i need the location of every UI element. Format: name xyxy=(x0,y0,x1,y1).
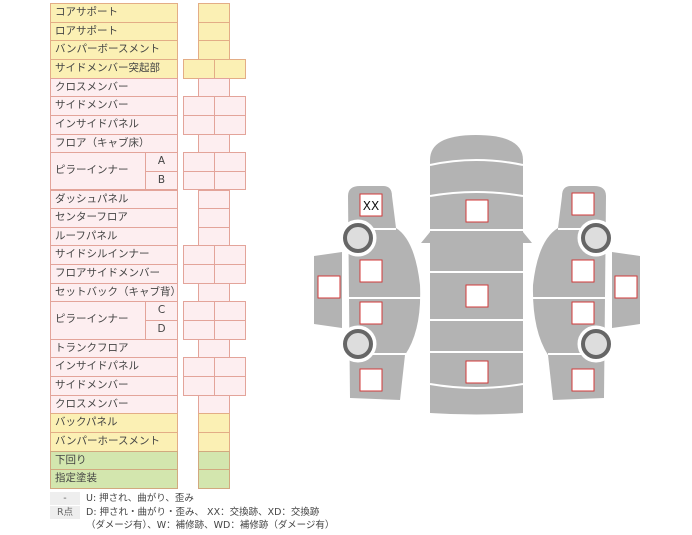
damage-mark-box[interactable] xyxy=(465,360,489,384)
part-label: バンパーボースメント xyxy=(50,40,178,60)
part-label: サイドメンバー突起部 xyxy=(50,58,178,79)
part-label: クロスメンバー xyxy=(50,394,178,415)
legend-text-d: D: 押され・曲がり・歪み、 XX：交換跡、XD：交換跡 xyxy=(86,507,320,518)
wheel-icon xyxy=(339,219,377,363)
check-box-right[interactable] xyxy=(214,114,246,135)
damage-mark-box[interactable] xyxy=(571,192,595,216)
damage-mark-box[interactable] xyxy=(465,284,489,308)
part-label: バックパネル xyxy=(50,413,178,433)
part-label: インサイドパネル xyxy=(50,114,178,135)
part-label: バンパーホースメント xyxy=(50,431,178,452)
part-label: センターフロア xyxy=(50,208,178,228)
part-label: 指定塗装 xyxy=(50,469,178,489)
check-box-right[interactable] xyxy=(214,58,246,79)
check-box-right[interactable] xyxy=(214,376,246,396)
damage-mark-box[interactable] xyxy=(359,193,383,217)
check-box-right[interactable] xyxy=(214,170,246,191)
damage-mark-box[interactable] xyxy=(317,275,341,299)
damage-mark-box[interactable] xyxy=(571,301,595,325)
part-label: サイドシルインナー xyxy=(50,245,178,266)
wheel-icon xyxy=(577,219,615,363)
damage-mark-box[interactable] xyxy=(359,259,383,283)
part-label: フロアサイドメンバー xyxy=(50,264,178,284)
part-label: ピラーインナー xyxy=(50,301,146,340)
legend-key-r: R点 xyxy=(50,506,80,519)
legend-text-u: U: 押され、曲がり、歪み xyxy=(86,493,194,504)
check-box-right[interactable] xyxy=(214,320,246,340)
damage-mark-box[interactable] xyxy=(571,259,595,283)
part-label: クロスメンバー xyxy=(50,77,178,98)
part-label: ピラーインナー xyxy=(50,152,146,191)
check-box-right[interactable] xyxy=(214,264,246,284)
part-label: フロア（キャブ床） xyxy=(50,133,178,154)
damage-mark-box[interactable] xyxy=(465,199,489,223)
damage-mark-box[interactable] xyxy=(571,368,595,392)
pillar-sub-label: A xyxy=(145,152,178,172)
part-label: サイドメンバー xyxy=(50,96,178,116)
check-box[interactable] xyxy=(198,469,230,489)
damage-mark-box[interactable] xyxy=(614,275,638,299)
pillar-sub-label: C xyxy=(145,301,178,322)
vehicle-top-view xyxy=(421,135,532,415)
damage-mark-box[interactable] xyxy=(359,368,383,392)
front-left-damage-mark: XX xyxy=(363,199,379,213)
legend-key-dash: - xyxy=(50,492,80,505)
legend-text-d-cont: （ダメージ有）、W：補修跡、WD：補修跡（ダメージ有） xyxy=(86,520,335,531)
damage-mark-box[interactable] xyxy=(359,301,383,325)
